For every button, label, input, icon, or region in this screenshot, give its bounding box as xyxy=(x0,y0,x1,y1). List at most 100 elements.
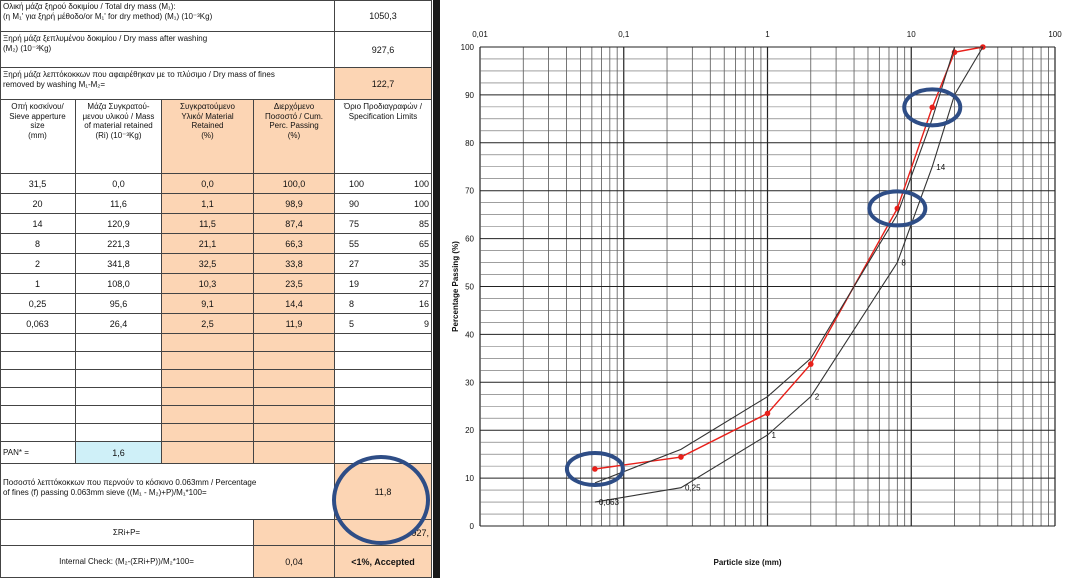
empty-cell xyxy=(0,334,76,352)
x-axis-label: Particle size (mm) xyxy=(713,558,781,567)
empty-cell xyxy=(162,406,254,424)
spec-limit-line xyxy=(594,46,984,503)
col-header-2: Μάζα Συγκρατού-μενου υλικού / Mass of mat… xyxy=(76,100,162,174)
empty-cell xyxy=(254,370,335,388)
row-mass-text: 341,8 xyxy=(107,259,130,269)
spec-limit-high: 100 xyxy=(413,179,429,189)
empty-cell xyxy=(162,334,254,352)
row-spec-limits: 8 16 xyxy=(335,294,432,314)
row-size-text: 8 xyxy=(34,239,40,249)
row-retained-text: 9,1 xyxy=(201,299,214,309)
row-retained: 21,1 xyxy=(162,234,254,254)
spec-limit-low: 8 xyxy=(349,299,355,309)
row-retained: 9,1 xyxy=(162,294,254,314)
y-tick-label: 100 xyxy=(461,43,475,52)
internal-check-status-text: <1%, Accepted xyxy=(351,557,415,567)
row-mass-text: 0,0 xyxy=(112,179,125,189)
header-label-1: Ολική μάζα ξηρού δοκιμίου / Total dry ma… xyxy=(0,0,335,32)
grading-curve-point xyxy=(807,361,814,367)
spec-limit-high: 65 xyxy=(418,239,429,249)
row-passing: 14,4 xyxy=(254,294,335,314)
row-mass-text: 120,9 xyxy=(107,219,130,229)
empty-cell xyxy=(162,388,254,406)
table-frame xyxy=(0,0,431,577)
row-passing-text: 14,4 xyxy=(285,299,303,309)
row-size-text: 2 xyxy=(34,259,40,269)
empty-cell xyxy=(254,520,335,546)
row-spec-limits: 55 65 xyxy=(335,234,432,254)
spec-limit-low: 55 xyxy=(349,239,360,249)
empty-cell xyxy=(335,388,432,406)
y-tick-label: 80 xyxy=(465,139,474,148)
row-size: 2 xyxy=(0,254,76,274)
size-annotation: 0,063 xyxy=(599,498,620,507)
y-tick-label: 70 xyxy=(465,187,474,196)
spec-limit-low: 75 xyxy=(349,219,360,229)
internal-check-label-text: Internal Check: (M₂-(ΣRi+P))/M₂*100= xyxy=(59,557,194,566)
internal-check-value-text: 0,04 xyxy=(285,557,303,567)
size-annotation: 8 xyxy=(901,259,906,268)
col-header-5: Όριο Προδιαγραφών / Specification Limits xyxy=(335,100,432,174)
empty-cell xyxy=(254,334,335,352)
row-passing: 33,8 xyxy=(254,254,335,274)
row-mass-text: 26,4 xyxy=(109,319,128,329)
row-size: 20 xyxy=(0,194,76,214)
empty-cell xyxy=(254,352,335,370)
row-size-text: 14 xyxy=(32,219,43,229)
y-tick-label: 40 xyxy=(465,330,474,339)
row-spec-limits: 19 27 xyxy=(335,274,432,294)
empty-cell xyxy=(335,424,432,442)
empty-cell xyxy=(335,406,432,424)
y-axis-label: Percentage Passing (%) xyxy=(451,241,460,332)
x-tick-label: 0,01 xyxy=(472,30,488,39)
col-header-3-text: (%) xyxy=(201,130,214,140)
row-retained-text: 11,5 xyxy=(199,219,216,229)
row-passing-text: 11,9 xyxy=(285,319,303,329)
y-tick-label: 90 xyxy=(465,91,474,100)
highlight-circle xyxy=(564,450,625,487)
x-tick-label: 100 xyxy=(1048,30,1062,39)
row-passing-text: 23,5 xyxy=(285,279,303,289)
empty-cell xyxy=(76,388,162,406)
empty-cell xyxy=(162,424,254,442)
header-label-3-text: Ξηρή μάζα λεπτόκοκκων που αφαιρέθηκαν με… xyxy=(3,70,275,79)
empty-cell xyxy=(76,406,162,424)
row-mass: 95,6 xyxy=(76,294,162,314)
x-tick-label: 10 xyxy=(907,30,916,39)
row-passing-text: 98,9 xyxy=(285,199,303,209)
highlight-circle xyxy=(332,455,430,545)
header-value-3: 122,7 xyxy=(335,68,432,100)
sum-label: ΣRi+P= xyxy=(0,520,254,546)
size-annotation: 1 xyxy=(772,431,777,440)
empty-cell xyxy=(0,388,76,406)
size-annotation: 2 xyxy=(815,393,820,402)
row-retained-text: 21,1 xyxy=(198,239,217,249)
row-mass: 0,0 xyxy=(76,174,162,194)
row-spec-limits: 90 100 xyxy=(335,194,432,214)
header-value-1: 1050,3 xyxy=(335,0,432,32)
row-mass: 341,8 xyxy=(76,254,162,274)
spec-limit-low: 19 xyxy=(349,279,360,289)
row-size: 8 xyxy=(0,234,76,254)
empty-cell xyxy=(254,424,335,442)
grading-curve-point xyxy=(764,410,771,417)
row-mass-text: 221,3 xyxy=(107,239,130,249)
empty-cell xyxy=(0,424,76,442)
row-spec-limits: 100 100 xyxy=(335,174,432,194)
spec-limit-low: 5 xyxy=(349,319,355,329)
header-label-3: Ξηρή μάζα λεπτόκοκκων που αφαιρέθηκαν με… xyxy=(0,68,335,100)
row-size: 0,063 xyxy=(0,314,76,334)
spec-limit-high: 100 xyxy=(413,199,429,209)
col-header-1-text: (mm) xyxy=(28,130,47,140)
col-header-2-text: μενου υλικού / Mass xyxy=(82,111,155,121)
empty-cell xyxy=(335,352,432,370)
spec-limit-low: 100 xyxy=(349,179,365,189)
empty-cell xyxy=(254,388,335,406)
fines-label-text: Ποσοστό λεπτόκοκκων που περνούν το κόσκι… xyxy=(3,478,257,487)
col-header-4-text: Perc. Passing xyxy=(269,121,319,130)
col-header-1-text: Sieve apperture xyxy=(9,111,66,121)
x-tick-label: 1 xyxy=(765,30,770,39)
col-header-1-text: size xyxy=(30,121,45,130)
header-label-3-text: removed by washing M₁-M₂= xyxy=(3,79,106,89)
size-annotation: 0,25 xyxy=(685,484,701,493)
